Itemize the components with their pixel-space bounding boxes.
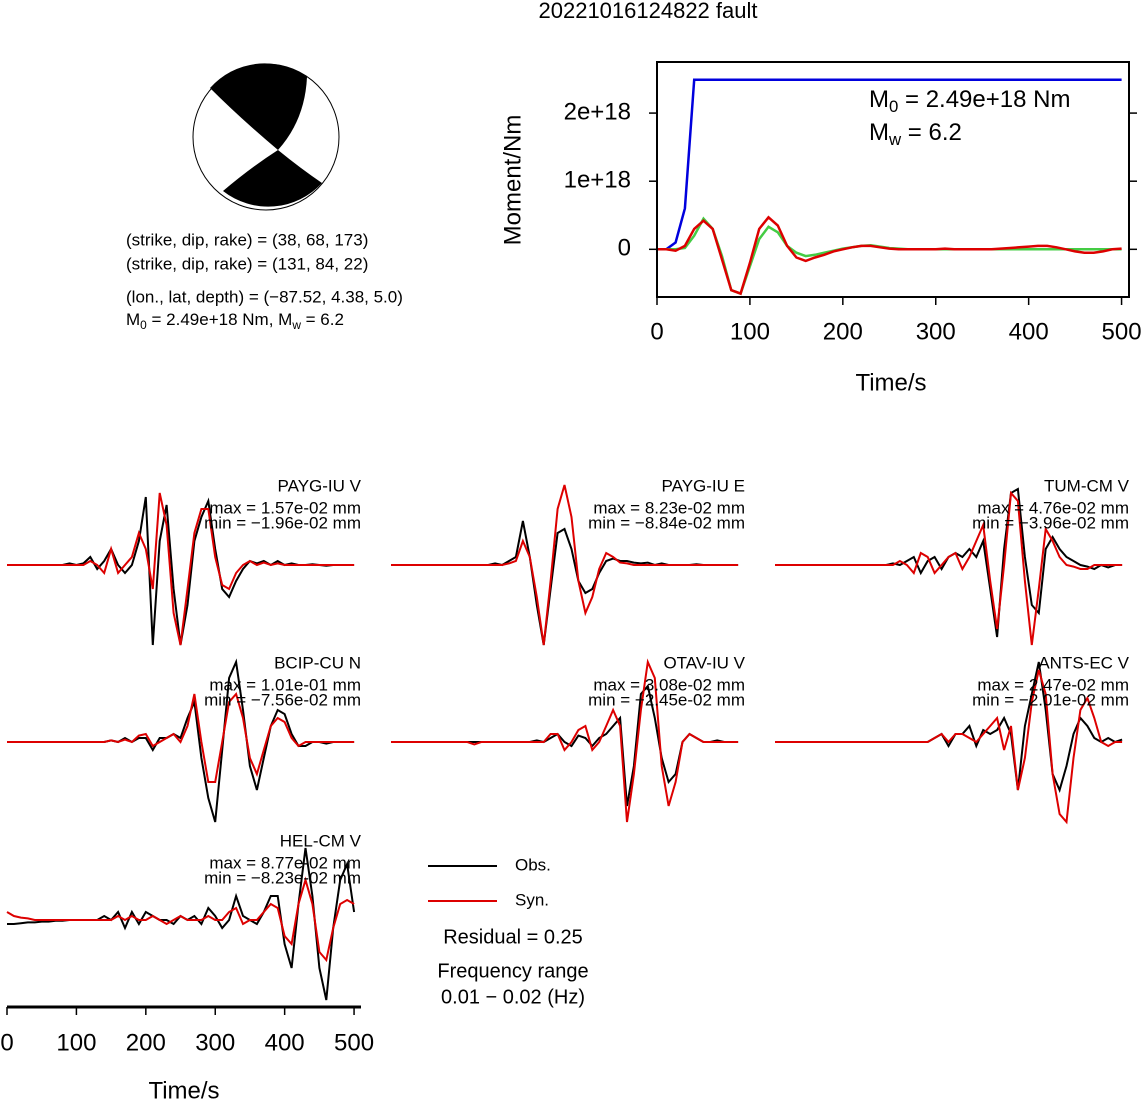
x-tick-label: 0 (650, 318, 663, 345)
legend-label: Syn. (515, 890, 549, 909)
station-label: TUM-CM V (1044, 476, 1130, 495)
waveform (391, 658, 739, 823)
station-label: HEL-CM V (280, 831, 362, 850)
waveform (7, 492, 355, 646)
text-segment: = 2.49e+18 Nm, M (147, 310, 293, 329)
x-axis-label: Time/s (855, 369, 926, 396)
moment-line (657, 215, 1122, 296)
waveform (6, 876, 355, 963)
waveform (775, 669, 1123, 825)
y-tick-label: 2e+18 (564, 98, 631, 125)
max-label: max = 8.23e-02 mm (593, 498, 745, 517)
figure-title: 20221016124822 fault (539, 0, 758, 23)
nodal-plane: (strike, dip, rake) = (38, 68, 173) (126, 230, 368, 249)
min-label: min = −8.84e-02 mm (588, 513, 745, 532)
max-label: max = 1.01e-01 mm (209, 675, 361, 694)
station-label: ANTS-EC V (1038, 653, 1129, 672)
x-tick-label: 500 (1102, 318, 1142, 345)
text-segment: M (869, 119, 889, 146)
station-label: PAYG-IU V (278, 476, 362, 495)
min-label: min = −2.01e-02 mm (972, 690, 1129, 709)
waveform (7, 691, 355, 783)
min-label: min = −1.96e-02 mm (204, 513, 361, 532)
x-tick-label: 100 (730, 318, 770, 345)
waveform (391, 520, 739, 646)
waveform (391, 484, 739, 646)
max-label: max = 4.76e-02 mm (977, 498, 1129, 517)
moment-annotation: Mw = 6.2 (869, 119, 962, 149)
station-label: BCIP-CU N (274, 653, 361, 672)
max-label: max = 2.47e-02 mm (977, 675, 1129, 694)
frequency-label: Frequency range (437, 960, 588, 982)
x-tick-label: 200 (823, 318, 863, 345)
y-tick-label: 0 (618, 235, 631, 262)
text-segment: M (869, 86, 889, 113)
x-tick-label: 500 (334, 1029, 374, 1056)
text-segment: M (126, 310, 140, 329)
moment-line (657, 216, 1122, 296)
moment-line (657, 78, 1122, 251)
min-label: min = −7.56e-02 mm (204, 690, 361, 709)
max-label: max = 8.77e-02 mm (209, 853, 361, 872)
max-label: max = 1.57e-02 mm (209, 498, 361, 517)
x-axis-label: Time/s (148, 1077, 219, 1104)
min-label: min = −8.23e-02 mm (204, 868, 361, 887)
x-tick-label: 200 (126, 1029, 166, 1056)
beachball (192, 63, 340, 211)
station-label: PAYG-IU E (662, 476, 745, 495)
beachball-compression (210, 63, 307, 150)
residual: Residual = 0.25 (443, 926, 583, 948)
text-segment: = 6.2 (901, 119, 962, 146)
nodal-plane: (strike, dip, rake) = (131, 84, 22) (126, 254, 368, 273)
beachball-compression (223, 150, 322, 207)
y-tick-label: 1e+18 (564, 167, 631, 194)
x-tick-label: 300 (916, 318, 956, 345)
moment-label: M0 = 2.49e+18 Nm, Mw = 6.2 (126, 310, 344, 332)
frequency-range: 0.01 − 0.02 (Hz) (441, 986, 585, 1008)
location: (lon., lat, depth) = (−87.52, 4.38, 5.0) (126, 287, 403, 306)
subscript: w (291, 318, 301, 332)
text-segment: = 6.2 (301, 310, 344, 329)
x-tick-label: 0 (0, 1029, 13, 1056)
plot-frame (656, 61, 1130, 298)
x-tick-label: 300 (195, 1029, 235, 1056)
legend: Residual = 0.25 Frequency range 0.01 − 0… (437, 926, 588, 1008)
min-label: min = −2.45e-02 mm (588, 690, 745, 709)
text-segment: = 2.49e+18 Nm (898, 86, 1070, 113)
waveform (775, 490, 1123, 646)
x-tick-label: 400 (1009, 318, 1049, 345)
subscript: w (888, 131, 902, 150)
x-tick-label: 400 (265, 1029, 305, 1056)
max-label: max = 3.08e-02 mm (593, 675, 745, 694)
station-label: OTAV-IU V (663, 653, 745, 672)
min-label: min = −3.96e-02 mm (972, 513, 1129, 532)
y-axis-label: Moment/Nm (499, 115, 526, 246)
legend-label: Obs. (515, 855, 551, 874)
x-tick-label: 100 (56, 1029, 96, 1056)
subscript: 0 (140, 318, 147, 332)
subscript: 0 (889, 98, 898, 117)
moment-annotation: M0 = 2.49e+18 Nm (869, 86, 1070, 116)
